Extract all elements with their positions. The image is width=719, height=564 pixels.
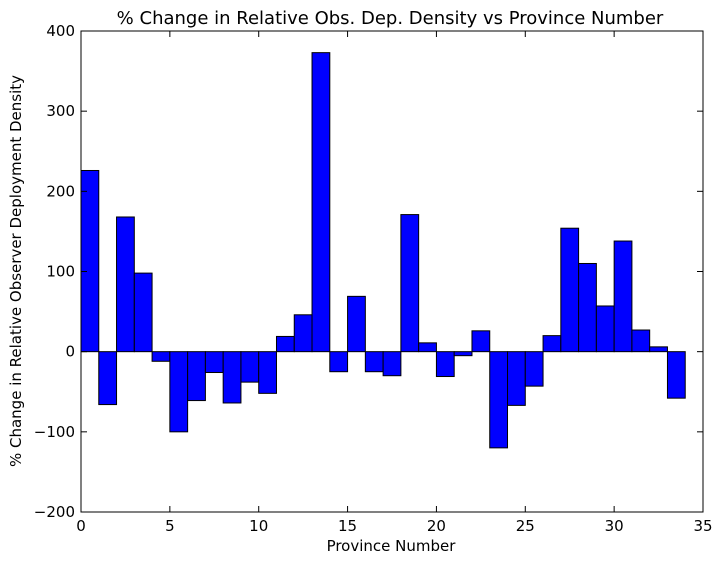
bar-province-24 bbox=[507, 351, 526, 406]
bar-province-14 bbox=[329, 351, 349, 373]
bar-province-15 bbox=[347, 295, 366, 353]
bar-province-29 bbox=[595, 305, 615, 353]
y-tick-label-400: 400 bbox=[46, 22, 75, 40]
bar-province-27 bbox=[560, 227, 580, 353]
y-tick-label--200: −200 bbox=[34, 503, 75, 521]
x-tick-label-0: 0 bbox=[76, 517, 86, 535]
y-tick-label--100: −100 bbox=[34, 423, 75, 441]
bar-province-6 bbox=[187, 351, 206, 402]
bar-province-9 bbox=[240, 351, 260, 383]
x-tick-label-25: 25 bbox=[516, 517, 535, 535]
ticks-group: 0 5 10 15 20 25 30 35 −200 −100 0 100 200 300 400 bbox=[34, 22, 713, 535]
chart-title: % Change in Relative Obs. Dep. Density v… bbox=[117, 8, 664, 29]
bar-province-0 bbox=[80, 169, 100, 353]
bar-province-31 bbox=[631, 329, 651, 353]
bar-province-32 bbox=[649, 346, 668, 353]
bar-province-33 bbox=[666, 351, 686, 399]
bar-province-8 bbox=[222, 351, 242, 404]
bar-province-19 bbox=[418, 342, 437, 353]
y-tick-label-100: 100 bbox=[46, 263, 75, 281]
bar-province-17 bbox=[382, 351, 402, 377]
y-tick-label-300: 300 bbox=[46, 102, 75, 120]
bar-province-5 bbox=[169, 351, 189, 433]
x-tick-label-35: 35 bbox=[693, 517, 712, 535]
bar-province-12 bbox=[293, 314, 313, 353]
bar-province-11 bbox=[275, 335, 295, 353]
bar-province-28 bbox=[578, 262, 597, 353]
x-tick-label-10: 10 bbox=[249, 517, 268, 535]
bar-province-16 bbox=[364, 351, 384, 373]
bar-province-1 bbox=[98, 351, 118, 406]
x-axis-label: Province Number bbox=[327, 537, 457, 555]
plot-frame bbox=[80, 30, 704, 513]
x-tick-label-5: 5 bbox=[165, 517, 175, 535]
y-tick-label-0: 0 bbox=[65, 343, 75, 361]
bar-province-4 bbox=[151, 351, 171, 362]
bar-province-2 bbox=[116, 216, 135, 353]
y-tick-label-200: 200 bbox=[46, 182, 75, 200]
bar-province-13 bbox=[311, 52, 331, 353]
bar-province-21 bbox=[453, 351, 473, 357]
bars-group bbox=[80, 52, 686, 449]
bar-province-23 bbox=[489, 351, 509, 449]
x-tick-label-30: 30 bbox=[605, 517, 624, 535]
bar-province-10 bbox=[258, 351, 277, 394]
bar-province-3 bbox=[133, 272, 153, 353]
x-tick-label-20: 20 bbox=[427, 517, 446, 535]
bar-province-20 bbox=[435, 351, 455, 378]
y-axis-label: % Change in Relative Observer Deployment… bbox=[7, 75, 25, 467]
bar-province-25 bbox=[524, 351, 544, 387]
bar-province-18 bbox=[400, 214, 420, 353]
x-tick-label-15: 15 bbox=[338, 517, 357, 535]
bar-province-7 bbox=[204, 351, 224, 374]
bar-province-22 bbox=[471, 330, 491, 353]
bar-province-30 bbox=[613, 240, 633, 353]
bar-province-26 bbox=[542, 335, 562, 353]
